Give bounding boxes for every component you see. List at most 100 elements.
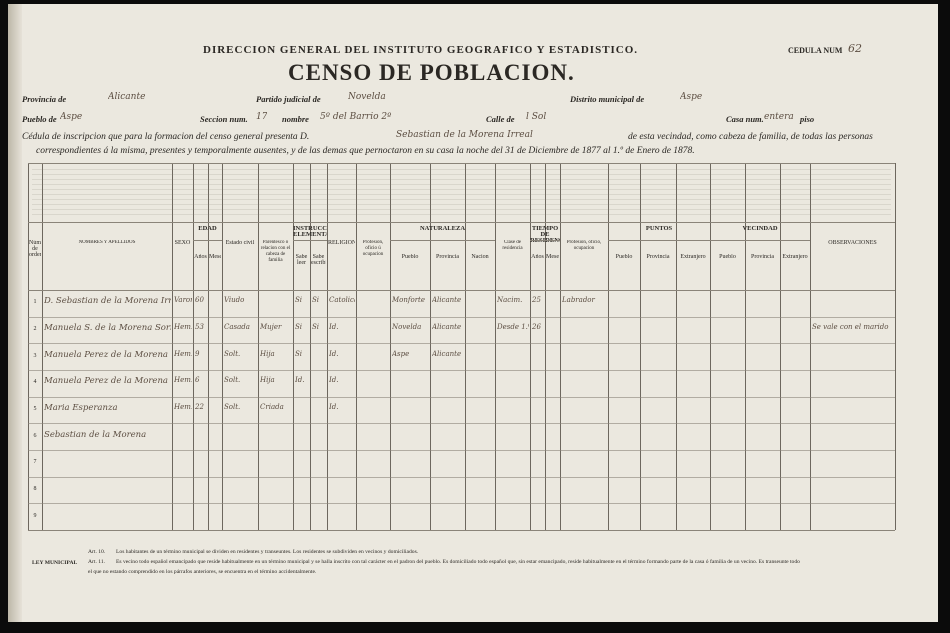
column-header: Sabe leer [295,254,308,266]
column-header: Meses [209,254,221,260]
row-number: 8 [33,486,37,492]
column-rule [745,163,746,530]
entry: Solt. [224,349,241,358]
intro-text: de esta vecindad, como cabeza de familia… [628,132,873,142]
column-rule [676,163,677,530]
column-header: NOMBRES Y APELLIDOS [78,240,136,245]
binding-edge [8,4,22,622]
group-rule [193,240,222,241]
column-rule [42,163,43,530]
entry: 9 [195,349,200,358]
group-rule [710,240,810,241]
group-header: VECINDAD [742,226,778,232]
field-value: Aspe [680,92,703,102]
column-rule [310,163,311,530]
group-rule [293,240,327,241]
entry: Hija [260,376,275,385]
entry: Si [295,349,303,358]
entry: Labrador [562,296,595,305]
row-rule [28,163,895,164]
field-value: Alicante [108,92,146,102]
row-rule [28,222,895,223]
fine-print [32,179,891,180]
field-label: Calle de [486,114,515,124]
entry: Mujer [260,323,282,331]
field-label: Casa num. [726,114,764,124]
article-text: Los habitantes de un término municipal s… [116,549,419,555]
column-rule [28,163,29,530]
column-rule [390,163,391,530]
row-rule [28,503,895,505]
field-value: l Sol [526,112,547,122]
row-rule [28,450,895,451]
entry: Hem. [174,403,192,411]
column-rule [222,163,223,530]
entry: Se vale con el marido [812,323,889,331]
column-rule [172,163,173,530]
fine-print [32,214,891,215]
entry: Monforte [392,296,425,305]
row-number: 2 [33,326,37,332]
entry: Catolica [329,296,355,305]
entry: Id. [329,323,339,331]
column-header: RELIGION [328,240,355,246]
row-number: 4 [33,379,37,386]
law-label: LEY MUNICIPAL [32,560,78,566]
column-header: Provincia [436,254,459,260]
group-rule [390,240,495,241]
field-label: Pueblo de [22,114,57,124]
column-header: Clase de residencia [502,240,523,251]
row-rule [28,316,895,318]
entry: Alicante [432,296,462,305]
head-name: Sebastian de la Morena Irreal [396,130,533,140]
entry: Id. [295,376,305,385]
entry: 25 [532,296,541,305]
column-rule [430,163,431,530]
entry: Novelda [392,323,422,331]
field-label: Distrito municipal de [570,94,645,104]
entry: Viudo [224,296,245,305]
intro-text: Cédula de inscripcion que para la formac… [22,132,310,142]
group-header: TIEMPO DE RESIDENCIA [530,226,560,244]
column-rule [465,163,466,530]
entry: Id. [329,349,339,358]
column-header: Profesion, oficio, ocupacion [566,240,602,251]
entry: 22 [195,403,204,411]
column-header: Estado civil [225,240,255,246]
field-value: 5º del Barrio 2º [320,112,392,122]
row-number: 7 [33,459,37,466]
column-header: Meses [546,254,559,260]
column-rule [640,163,641,530]
entry: Casada [224,323,250,331]
column-rule [545,163,546,530]
group-header: EDAD [198,226,217,232]
entry: Si [295,296,303,305]
column-rule [608,163,609,530]
cedula-label: CEDULA NUM [788,46,843,55]
column-header: Nacion [471,254,489,260]
fine-print [32,194,891,195]
field-value: entera [764,112,794,122]
column-header: SEXO [174,240,191,246]
entry: Si [312,323,320,331]
column-rule [810,163,811,530]
entry: Id. [329,376,339,385]
cedula-number: 62 [848,42,862,55]
entry: Si [295,323,303,331]
field-label: nombre [282,114,309,124]
fine-print [32,199,891,200]
article-label: Art. 10. [88,549,106,555]
column-rule [258,163,259,530]
entry: Sebastian de la Morena [44,429,147,440]
column-header: Años [194,254,207,260]
entry: Hem. [174,376,192,385]
fine-print [32,209,891,210]
entry: Hija [260,349,275,358]
group-rule [608,240,710,241]
row-number: 1 [33,299,37,306]
entry: Hem. [174,323,192,331]
row-rule [28,476,895,478]
field-label: Partido judicial de [256,94,321,104]
entry: Solt. [224,403,241,411]
fine-print [32,204,891,205]
